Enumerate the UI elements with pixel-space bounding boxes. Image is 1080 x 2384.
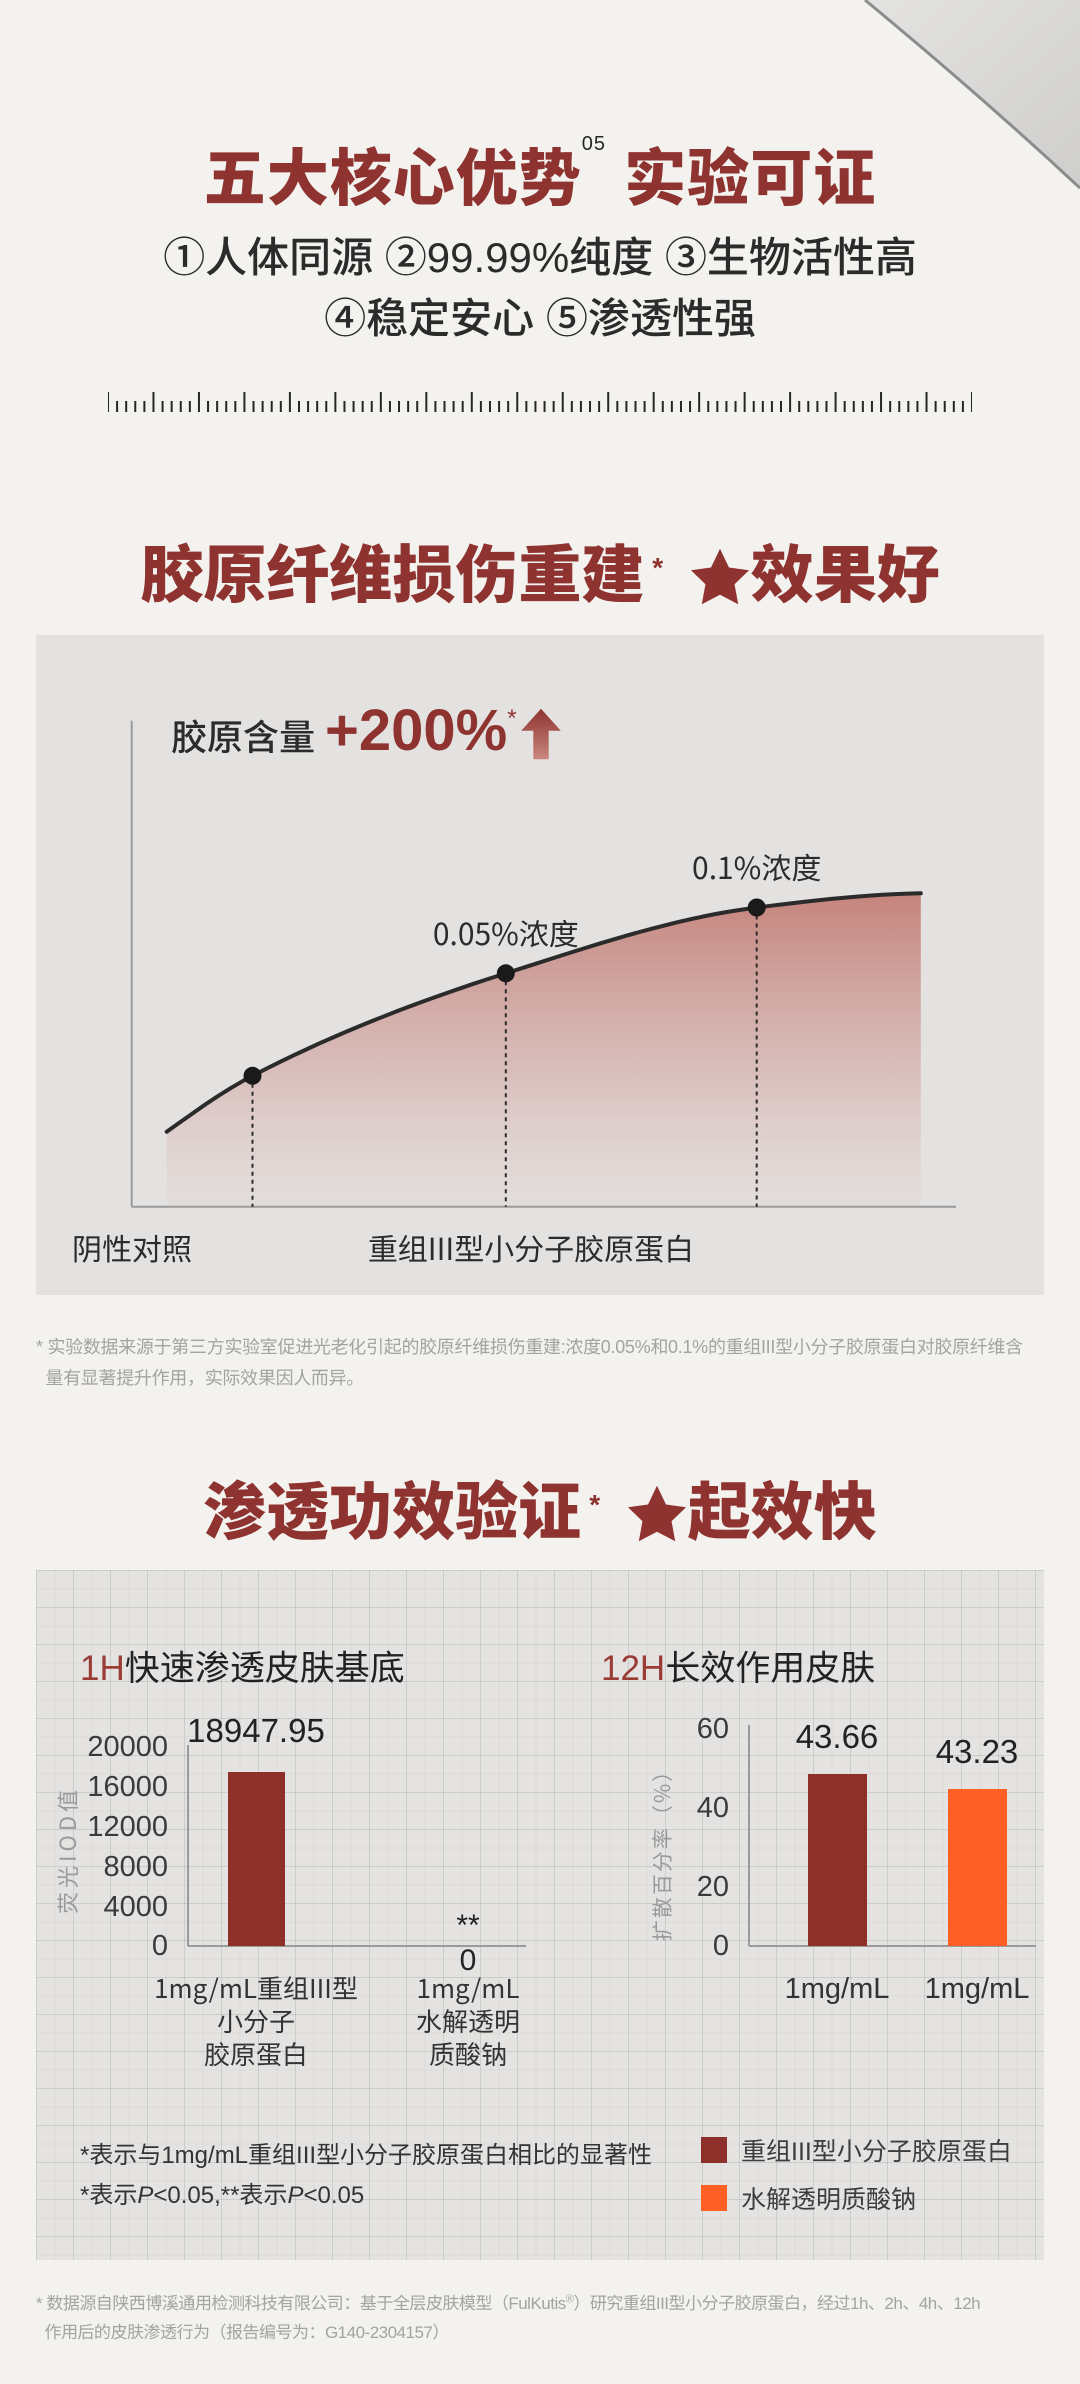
svg-text:水解透明: 水解透明 [416, 2002, 520, 2039]
svg-text:40: 40 [697, 1792, 729, 1824]
svg-text:阴性对照: 阴性对照 [72, 1225, 192, 1269]
svg-text:小分子: 小分子 [217, 2002, 295, 2039]
svg-text:18947.95: 18947.95 [187, 1712, 325, 1749]
svg-text:20: 20 [697, 1871, 729, 1903]
svg-text:扩散百分率（%）: 扩散百分率（%） [647, 1759, 677, 1941]
svg-text:0.1%浓度: 0.1%浓度 [692, 844, 821, 888]
svg-text:1mg/mL: 1mg/mL [785, 1973, 890, 2005]
svg-text:0: 0 [152, 1930, 168, 1962]
svg-text:8000: 8000 [103, 1851, 168, 1883]
svg-text:**: ** [456, 1909, 480, 1942]
svg-text:0.05%浓度: 0.05%浓度 [433, 910, 579, 954]
svg-text:质酸钠: 质酸钠 [429, 2035, 507, 2072]
svg-text:1mg/mL: 1mg/mL [417, 1969, 520, 2006]
svg-text:4000: 4000 [103, 1891, 168, 1923]
svg-text:60: 60 [697, 1713, 729, 1745]
svg-text:1mg/mL: 1mg/mL [925, 1973, 1030, 2005]
svg-text:1mg/mL重组III型: 1mg/mL重组III型 [154, 1969, 358, 2006]
svg-text:重组III型小分子胶原蛋白: 重组III型小分子胶原蛋白 [368, 1225, 694, 1269]
svg-text:20000: 20000 [87, 1731, 168, 1763]
svg-text:荧光IOD值: 荧光IOD值 [51, 1786, 83, 1914]
svg-text:43.23: 43.23 [936, 1733, 1019, 1770]
svg-text:16000: 16000 [87, 1771, 168, 1803]
svg-text:12000: 12000 [87, 1811, 168, 1843]
svg-text:43.66: 43.66 [796, 1718, 879, 1755]
svg-text:胶原蛋白: 胶原蛋白 [204, 2035, 308, 2072]
svg-text:0: 0 [713, 1930, 729, 1962]
